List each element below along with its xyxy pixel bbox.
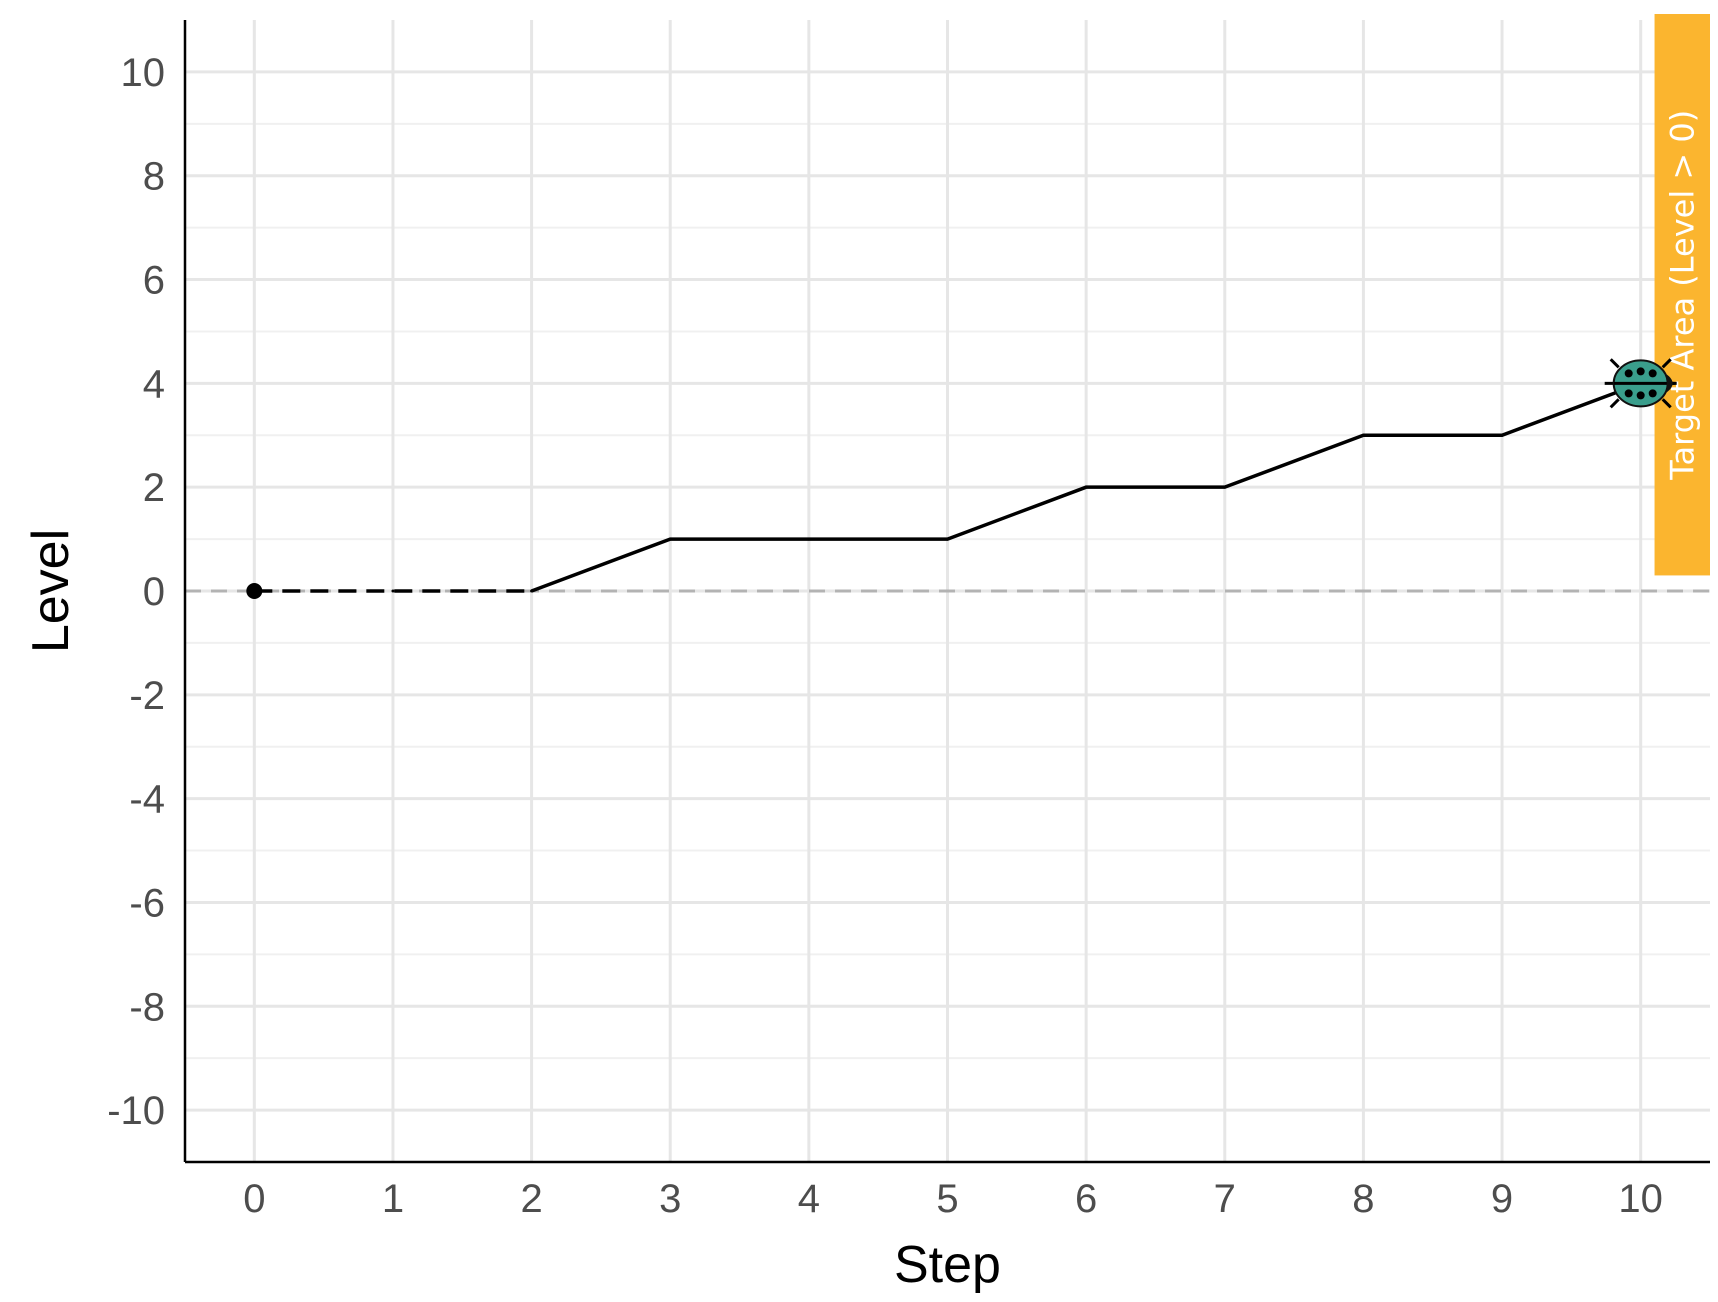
ladybug-spot bbox=[1636, 391, 1645, 400]
ladybug-icon bbox=[1604, 358, 1677, 409]
target-area-label: Target Area (Level > 0) bbox=[1663, 110, 1701, 481]
target-area: Target Area (Level > 0) bbox=[1654, 14, 1710, 576]
y-tick-label: 6 bbox=[143, 259, 165, 303]
ladybug-leg bbox=[1609, 398, 1620, 409]
x-tick-label: 10 bbox=[1618, 1177, 1663, 1221]
ladybug-spot bbox=[1624, 389, 1633, 398]
target-area-band bbox=[1654, 14, 1710, 576]
ladybug-spot bbox=[1648, 369, 1657, 378]
data-point bbox=[530, 589, 534, 593]
y-tick-label: 8 bbox=[143, 155, 165, 199]
data-point bbox=[1361, 433, 1365, 437]
tick-labels: 0 1 2 3 4 5 6 7 8 9 10 10 8 6 4 2 0 -2 -4 -6 -8 -10 bbox=[107, 51, 1663, 1221]
data-point bbox=[668, 537, 672, 541]
y-tick-label: 4 bbox=[143, 362, 165, 406]
data-point bbox=[1084, 485, 1088, 489]
x-tick-label: 9 bbox=[1491, 1177, 1513, 1221]
x-tick-label: 1 bbox=[382, 1177, 404, 1221]
ladybug-leg bbox=[1609, 358, 1620, 369]
data-point bbox=[807, 537, 811, 541]
y-axis-title: Level bbox=[22, 529, 80, 653]
axes bbox=[183, 20, 1710, 1164]
x-tick-label: 8 bbox=[1352, 1177, 1374, 1221]
data-point bbox=[1223, 485, 1227, 489]
y-tick-label: -2 bbox=[129, 674, 165, 718]
x-tick-label: 3 bbox=[659, 1177, 681, 1221]
ladybug-leg bbox=[1661, 358, 1672, 369]
x-tick-label: 0 bbox=[243, 1177, 265, 1221]
ladybug-spot bbox=[1624, 369, 1633, 378]
x-tick-label: 7 bbox=[1214, 1177, 1236, 1221]
data-point bbox=[1500, 433, 1504, 437]
ladybug-spot bbox=[1648, 389, 1657, 398]
y-tick-label: 2 bbox=[143, 466, 165, 510]
x-tick-label: 2 bbox=[520, 1177, 542, 1221]
data-point bbox=[391, 589, 395, 593]
y-tick-label: -4 bbox=[129, 778, 165, 822]
data-point bbox=[946, 537, 949, 541]
x-tick-label: 6 bbox=[1075, 1177, 1097, 1221]
y-tick-label: -6 bbox=[129, 881, 165, 925]
ladybug-head bbox=[1666, 374, 1673, 393]
y-tick-label: 10 bbox=[121, 51, 166, 95]
y-tick-label: -10 bbox=[107, 1089, 165, 1133]
ladybug-leg bbox=[1661, 398, 1672, 409]
y-tick-label: -8 bbox=[129, 985, 165, 1029]
y-tick-label: 0 bbox=[143, 570, 165, 614]
x-axis-title: Step bbox=[894, 1236, 1001, 1294]
ladybug-spot bbox=[1636, 367, 1645, 376]
x-tick-label: 4 bbox=[798, 1177, 820, 1221]
start-point bbox=[246, 583, 263, 599]
level-series bbox=[246, 358, 1677, 599]
x-tick-label: 5 bbox=[936, 1177, 958, 1221]
